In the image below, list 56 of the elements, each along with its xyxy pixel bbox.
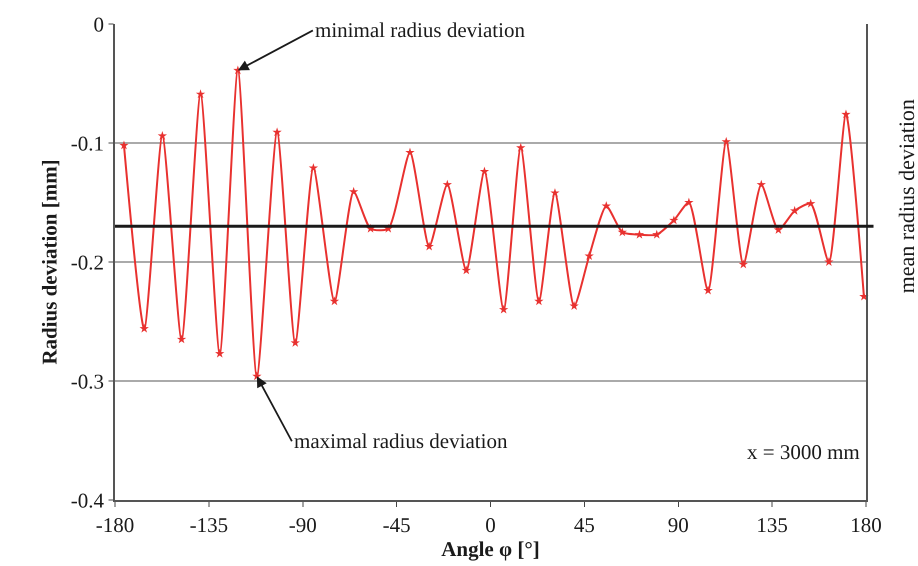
point <box>176 334 186 344</box>
point <box>215 348 224 358</box>
point <box>498 304 508 314</box>
point <box>652 230 662 239</box>
x-tick-label: 180 <box>850 512 882 537</box>
y-tick-label: -0.3 <box>70 369 104 394</box>
x-tick-label: 135 <box>756 512 788 537</box>
point <box>308 163 318 172</box>
point <box>550 188 560 197</box>
point <box>841 110 851 118</box>
annotation: x = 3000 mm <box>747 440 860 464</box>
point <box>722 136 731 146</box>
x-axis-title: Angle φ [°] <box>441 536 540 561</box>
point <box>348 186 358 196</box>
y-tick-label: 0 <box>94 12 104 36</box>
point <box>424 242 434 250</box>
point <box>738 259 748 268</box>
point <box>669 215 679 224</box>
point <box>290 338 300 347</box>
point <box>806 198 816 208</box>
point <box>330 296 340 306</box>
point <box>790 206 800 215</box>
point <box>462 265 471 274</box>
point <box>756 180 766 189</box>
y-tick-label: -0.2 <box>70 250 104 274</box>
point <box>158 130 168 140</box>
point <box>824 257 834 266</box>
point <box>618 227 627 236</box>
point <box>119 140 129 150</box>
point <box>480 166 490 176</box>
x-tick-label: -135 <box>190 512 228 537</box>
ref-line-label: mean radius deviation <box>894 99 918 294</box>
x-tick-label: 90 <box>668 512 689 537</box>
point <box>272 127 282 136</box>
point <box>584 251 594 260</box>
point <box>405 148 415 156</box>
annotation: maximal radius deviation <box>294 429 508 453</box>
point <box>569 301 579 310</box>
x-tick-label: 0 <box>485 512 496 537</box>
x-tick-label: 45 <box>574 512 595 537</box>
x-tick-label: -90 <box>288 512 317 537</box>
point <box>703 286 713 295</box>
x-tick-label: -180 <box>96 512 134 537</box>
point <box>140 324 149 333</box>
point <box>602 201 611 210</box>
point <box>196 89 206 98</box>
annotation: minimal radius deviation <box>315 18 526 42</box>
y-tick-label: -0.4 <box>70 488 105 512</box>
x-tick-label: -45 <box>382 512 411 537</box>
y-tick-label: -0.1 <box>70 131 104 156</box>
point <box>684 198 694 206</box>
point <box>442 180 452 189</box>
point <box>534 296 544 306</box>
point <box>634 230 644 239</box>
y-axis-title: Radius deviation [mm] <box>37 159 62 365</box>
point <box>516 142 526 152</box>
